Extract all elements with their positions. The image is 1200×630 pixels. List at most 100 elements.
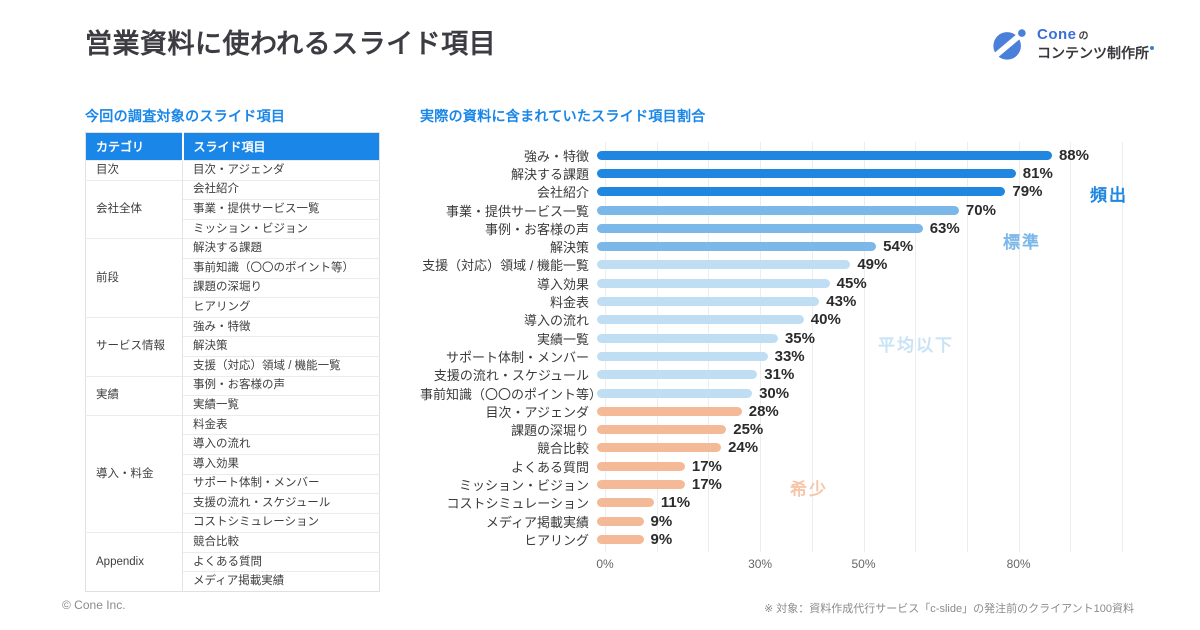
slide-item-cell: 事前知識（〇〇のポイント等） [182,257,380,279]
logo-brand: Cone [1037,25,1077,43]
slide-item-cell: 支援の流れ・スケジュール [182,493,380,514]
table-row: 実績 事例・お客様の声 [85,375,380,416]
chart-bar-row: ヒアリング 9% [420,530,1180,548]
gridline [811,142,813,552]
gridline [760,142,762,552]
gridline [656,142,658,552]
table-body: 目次 目次・アジェンダ 会社全体 会社紹介 事業・提供サービス一覧 ミッション・ビジョン前… [85,160,380,592]
footer-copyright: © Cone Inc. [62,598,126,612]
chart-bar-row: 料金表 43% [420,292,1180,310]
bar-value: 88% [1058,146,1089,164]
bar [597,333,778,343]
chart-bar-row: 事業・提供サービス一覧 70% [420,201,1180,219]
slide-items-table: カテゴリ スライド項目 目次 目次・アジェンダ 会社全体 会社紹介 事業・提供サービス一… [85,132,380,593]
bar-label: 支援（対応）領域 / 機能一覧 [422,258,589,274]
bar [597,278,830,288]
chart-x-axis: 0% 30% 50% 80% [596,556,1125,575]
bar [597,150,1052,160]
gridline [708,142,710,552]
slide-item-cell: 競合比較 [182,532,380,553]
bar-value: 11% [660,494,691,512]
page-title: 営業資料に使われるスライド項目 [85,29,497,59]
chart-bar-row: 事前知識（〇〇のポイント等） 30% [420,384,1180,402]
bar-value: 30% [759,384,790,402]
slide-item-cell: 導入効果 [182,453,380,474]
bar [597,187,1006,197]
bar-value: 28% [748,402,779,420]
bar-value: 63% [929,219,960,237]
table-row: Appendix 競合比較 [85,532,380,592]
bar-label: 実績一覧 [536,331,589,347]
chart-bar-row: 強み・特徴 88% [420,146,1180,164]
chart-bar-row: 目次・アジェンダ 28% [420,402,1180,420]
slide-item-cell: 実績一覧 [182,395,380,416]
bar-label: メディア掲載実績 [485,514,589,530]
table-row: 解決策 [86,336,380,357]
bar-value: 70% [965,201,996,219]
slide-item-cell: ミッション・ビジョン [182,218,380,239]
bar-label: 料金表 [549,295,589,311]
bar [597,443,722,453]
slide-item-cell: 目次・アジェンダ [182,160,380,181]
category-cell: 目次 [85,160,183,181]
bar-label: 導入効果 [536,276,589,292]
table-row: 会社全体 会社紹介 [85,179,380,239]
table-row: 目次 目次・アジェンダ [85,160,380,181]
bar [597,351,768,361]
bar [597,479,685,489]
bar [597,168,1016,178]
chart-bar-row: 解決策 54% [420,237,1180,255]
table-row: 事業・提供サービス一覧 [86,199,380,220]
slide-item-cell: コストシミュレーション [182,512,380,533]
bar-label: 事業・提供サービス一覧 [445,203,589,219]
bar [597,461,685,471]
table-row: よくある質問 [86,551,380,572]
bar-value: 49% [857,256,888,274]
bar-value: 54% [883,238,914,256]
table-row: 課題の深堀り [86,277,380,298]
gridline [1018,142,1020,552]
gridline [966,142,968,552]
table-row: 導入・料金 料金表 [85,414,380,533]
logo-subtitle: コンテンツ制作所 [1037,44,1149,61]
category-cell: 導入・料金 [85,414,183,533]
chart-gridlines [605,142,1125,552]
chart-rows: 強み・特徴 88% 解決する課題 81% 会社紹介 79% 事業・提供サービス一覧 70% 事例… [420,146,1180,549]
chart-bar-row: 競合比較 24% [420,439,1180,457]
bar-value: 17% [691,475,722,493]
bar-label: 支援の流れ・スケジュール [433,368,589,384]
bar-value: 43% [826,293,857,311]
table-row: サポート体制・メンバー [86,473,380,494]
gridline [605,142,606,552]
logo-dot-icon [1150,45,1154,50]
bar-label: 目次・アジェンダ [485,404,589,420]
table-row: 導入の流れ [86,434,380,455]
chart-bar-row: 解決する課題 81% [420,164,1180,182]
bar-label: 導入の流れ [523,313,589,329]
gridline [1122,142,1123,552]
chart-bar-row: 会社紹介 79% [420,183,1180,201]
bar-value: 31% [764,366,795,384]
x-tick-label: 80% [1006,556,1031,571]
table-row: メディア掲載実績 [86,571,380,592]
table-row: 導入効果 [86,453,380,474]
chart-bar-row: コストシミュレーション 11% [420,494,1180,512]
bar-label: よくある質問 [510,459,589,475]
table-row: コストシミュレーション [86,512,380,533]
chart-bar-row: 導入の流れ 40% [420,311,1180,329]
gridline [863,142,865,552]
category-cell: 前段 [85,238,183,318]
bar [597,534,644,544]
bar-label: 解決策 [549,240,589,256]
bar-label: 解決する課題 [510,166,589,182]
bar-label: ミッション・ビジョン [458,478,589,493]
chart-bar-row: 実績一覧 35% [420,329,1180,347]
category-cell: 会社全体 [85,179,183,239]
table-row: サービス情報 強み・特徴 [85,316,380,377]
slide-item-cell: 料金表 [182,414,380,435]
bar-label: サポート体制・メンバー [445,349,589,365]
slide-item-cell: 事例・お客様の声 [182,375,380,396]
bar-value: 79% [1012,183,1043,201]
bar-value: 81% [1022,164,1053,182]
